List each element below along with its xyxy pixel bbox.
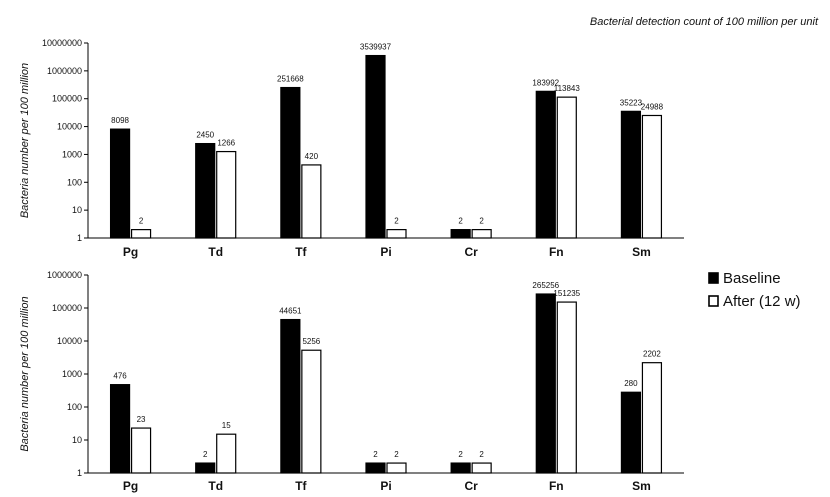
bar-after <box>471 229 492 239</box>
bar-after <box>386 229 407 239</box>
y-tick-label: 10000000 <box>42 38 82 48</box>
bar-baseline <box>195 142 216 239</box>
data-label: 44651 <box>279 307 302 316</box>
y-tick-label: 10000 <box>57 336 82 346</box>
bar-baseline <box>280 318 301 474</box>
y-tick-label: 100000 <box>52 303 82 313</box>
bar-baseline <box>280 86 301 239</box>
y-tick-label: 1000 <box>62 369 82 379</box>
data-label: 5256 <box>302 337 320 346</box>
category-label: Tf <box>295 245 307 259</box>
data-label: 2 <box>458 217 463 226</box>
y-tick-label: 10 <box>72 205 82 215</box>
y-tick-label: 1000000 <box>47 270 82 280</box>
y-tick-label: 1000000 <box>47 66 82 76</box>
data-label: 3539937 <box>360 43 392 52</box>
data-label: 24988 <box>641 102 664 111</box>
data-label: 151235 <box>553 289 580 298</box>
category-label: Fn <box>549 245 564 259</box>
bar-baseline <box>365 54 386 239</box>
bar-after <box>471 462 492 474</box>
y-tick-label: 100000 <box>52 94 82 104</box>
y-tick-label: 1000 <box>62 149 82 159</box>
legend-label: After (12 w) <box>723 293 801 310</box>
data-label: 113843 <box>554 84 581 93</box>
chart-panel-2: 1 10 100 1000 10000 100000 1000000 Bacteria num… <box>19 270 684 493</box>
y-tick-label: 100 <box>67 177 82 187</box>
data-label: 2 <box>203 450 208 459</box>
category-label: Pi <box>380 245 391 259</box>
category-label: Pi <box>380 479 391 493</box>
data-label: 2 <box>458 450 463 459</box>
bar-baseline <box>620 110 642 239</box>
bar-after <box>216 150 237 239</box>
legend-swatch-baseline <box>708 272 719 284</box>
legend-swatch-after <box>708 295 719 307</box>
bar-after <box>301 164 322 239</box>
data-label: 280 <box>624 379 638 388</box>
bar-after <box>130 229 152 239</box>
y-tick-label: 1 <box>77 468 82 478</box>
category-label: Tf <box>295 479 307 493</box>
data-label: 2202 <box>643 350 661 359</box>
bar-after <box>556 96 577 239</box>
bar-baseline <box>109 384 131 474</box>
category-label: Sm <box>632 245 651 259</box>
category-label: Fn <box>549 479 564 493</box>
bar-baseline <box>450 462 471 474</box>
legend-label: Baseline <box>723 270 781 287</box>
data-label: 2 <box>394 450 399 459</box>
category-label: Pg <box>123 245 138 259</box>
bar-after <box>130 427 152 474</box>
data-label: 265256 <box>532 281 559 290</box>
data-label: 251668 <box>277 75 304 84</box>
data-label: 15 <box>222 421 231 430</box>
data-label: 476 <box>113 372 127 381</box>
y-axis-label: Bacteria number per 100 million <box>19 63 31 218</box>
bar-after <box>386 462 407 474</box>
bar-baseline <box>365 462 386 474</box>
bar-baseline <box>620 391 642 474</box>
data-label: 1266 <box>217 139 235 148</box>
category-label: Cr <box>464 245 478 259</box>
bar-after <box>216 433 237 474</box>
bar-baseline <box>535 90 556 239</box>
data-label: 183992 <box>532 78 559 87</box>
category-label: Td <box>208 245 223 259</box>
data-label: 2 <box>479 450 484 459</box>
bar-baseline <box>450 229 471 239</box>
data-label: 2 <box>373 450 378 459</box>
y-tick-label: 10000 <box>57 122 82 132</box>
bar-baseline <box>109 128 131 239</box>
bar-after <box>641 362 663 474</box>
chart-panel-1: 1 10 100 1000 10000 100000 1000000 10000000 Bact… <box>19 38 684 259</box>
y-tick-label: 100 <box>67 402 82 412</box>
y-tick-label: 1 <box>77 233 82 243</box>
data-label: 23 <box>137 415 146 424</box>
data-label: 2 <box>394 217 399 226</box>
bar-after <box>641 114 663 239</box>
category-label: Pg <box>123 479 138 493</box>
y-tick-label: 10 <box>72 435 82 445</box>
figure-caption: Bacterial detection count of 100 million… <box>590 16 819 28</box>
bar-after <box>301 349 322 474</box>
bar-after <box>556 301 577 474</box>
category-label: Td <box>208 479 223 493</box>
y-axis-label: Bacteria number per 100 million <box>19 296 31 451</box>
data-label: 420 <box>305 152 319 161</box>
bar-baseline <box>195 462 216 474</box>
data-label: 35223 <box>620 98 643 107</box>
data-label: 8098 <box>111 116 129 125</box>
category-label: Cr <box>464 479 478 493</box>
category-label: Sm <box>632 479 651 493</box>
legend: Baseline After (12 w) <box>708 270 801 310</box>
data-label: 2450 <box>196 131 214 140</box>
data-label: 2 <box>139 217 144 226</box>
bar-baseline <box>535 293 556 474</box>
data-label: 2 <box>479 217 484 226</box>
